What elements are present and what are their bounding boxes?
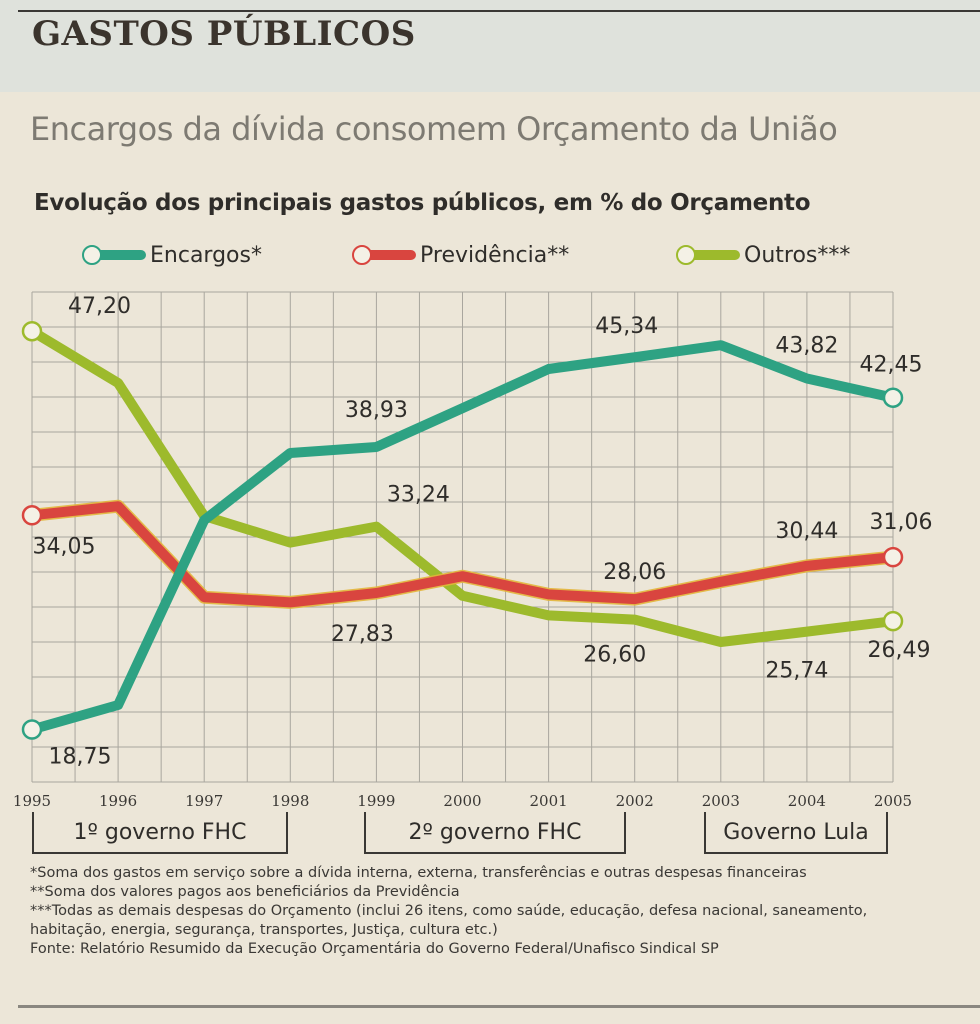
x-tick-label-2005: 2005 bbox=[874, 792, 912, 810]
data-label-previdencia-1999: 27,83 bbox=[331, 622, 394, 647]
footnote-outros: ***Todas as demais despesas do Orçamento… bbox=[30, 903, 868, 919]
data-label-previdencia-2002: 28,06 bbox=[603, 560, 666, 585]
endpoint-marker-previdencia bbox=[21, 505, 43, 526]
top-rule bbox=[18, 10, 980, 12]
footnote-encargos: *Soma dos gastos em serviço sobre a dívi… bbox=[30, 865, 807, 881]
series-line-previdencia bbox=[27, 501, 898, 608]
x-tick-label-2000: 2000 bbox=[443, 792, 481, 810]
footnote-previdencia: **Soma dos valores pagos aos beneficiári… bbox=[30, 884, 460, 900]
source-note: Fonte: Relatório Resumido da Execução Or… bbox=[30, 941, 719, 957]
x-tick-label-1995: 1995 bbox=[13, 792, 51, 810]
data-label-previdencia-2004: 30,44 bbox=[775, 519, 838, 544]
data-label-previdencia-1995: 34,05 bbox=[33, 534, 96, 559]
data-label-outros-2002: 26,60 bbox=[583, 643, 646, 668]
legend-item-encargos: Encargos* bbox=[82, 240, 262, 270]
period-label-lula: Governo Lula bbox=[723, 819, 869, 845]
footnote-outros-cont: habitação, energia, segurança, transport… bbox=[30, 922, 498, 938]
data-label-previdencia-2005: 31,06 bbox=[870, 510, 933, 535]
chart-subtitle: Evolução dos principais gastos públicos,… bbox=[34, 190, 811, 216]
endpoint-marker-outros bbox=[882, 610, 904, 632]
x-tick-label-2001: 2001 bbox=[530, 792, 568, 810]
legend-swatch-outros bbox=[676, 244, 740, 266]
data-label-outros-1995: 47,20 bbox=[68, 294, 131, 319]
data-label-encargos-2005: 42,45 bbox=[860, 353, 923, 378]
x-tick-label-1998: 1998 bbox=[271, 792, 309, 810]
x-tick-label-2002: 2002 bbox=[616, 792, 654, 810]
x-tick-label-2004: 2004 bbox=[788, 792, 826, 810]
endpoint-marker-encargos bbox=[882, 387, 904, 408]
footnotes: *Soma dos gastos em serviço sobre a dívi… bbox=[30, 864, 950, 959]
legend-swatch-previdencia bbox=[352, 244, 416, 266]
period-box-fhc-2: 2º governo FHC bbox=[364, 812, 626, 854]
endpoint-marker-outros bbox=[21, 320, 43, 342]
legend-item-previdencia: Previdência** bbox=[352, 240, 569, 270]
data-label-encargos-2004: 43,82 bbox=[775, 334, 838, 359]
data-label-outros-2005: 26,49 bbox=[868, 638, 931, 663]
data-label-encargos-1995: 18,75 bbox=[49, 745, 112, 770]
legend-label-outros: Outros*** bbox=[744, 242, 851, 268]
data-label-outros-2004: 25,74 bbox=[765, 659, 828, 684]
x-tick-label-2003: 2003 bbox=[702, 792, 740, 810]
x-tick-label-1997: 1997 bbox=[185, 792, 223, 810]
data-label-encargos-2002: 45,34 bbox=[595, 314, 658, 339]
headline: Encargos da dívida consomem Orçamento da… bbox=[30, 110, 838, 148]
legend-label-encargos: Encargos* bbox=[150, 242, 262, 268]
legend-label-previdencia: Previdência** bbox=[420, 242, 570, 268]
x-tick-label-1999: 1999 bbox=[357, 792, 395, 810]
data-label-encargos-1999: 38,93 bbox=[345, 398, 408, 423]
period-box-lula: Governo Lula bbox=[704, 812, 888, 854]
bottom-rule bbox=[18, 1005, 980, 1008]
endpoint-marker-encargos bbox=[21, 719, 43, 740]
series-line-outros bbox=[27, 326, 898, 647]
section-title: GASTOS PÚBLICOS bbox=[32, 14, 416, 54]
data-label-outros-1999: 33,24 bbox=[387, 483, 450, 508]
header-band bbox=[0, 0, 980, 92]
period-box-fhc-1: 1º governo FHC bbox=[32, 812, 288, 854]
legend-swatch-encargos bbox=[82, 244, 146, 266]
series-line-encargos bbox=[27, 340, 898, 735]
period-label-fhc-2: 2º governo FHC bbox=[408, 819, 582, 845]
x-tick-label-1996: 1996 bbox=[99, 792, 137, 810]
endpoint-marker-previdencia bbox=[882, 546, 904, 568]
period-label-fhc-1: 1º governo FHC bbox=[73, 819, 247, 845]
legend-item-outros: Outros*** bbox=[676, 240, 850, 270]
